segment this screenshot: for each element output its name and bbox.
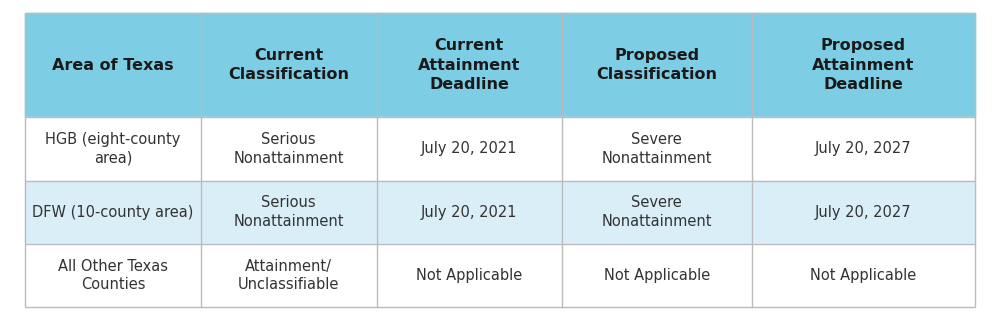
Text: Serious
Nonattainment: Serious Nonattainment [233,132,344,166]
Text: July 20, 2027: July 20, 2027 [815,141,912,156]
Text: July 20, 2021: July 20, 2021 [421,205,517,220]
Text: Severe
Nonattainment: Severe Nonattainment [602,132,712,166]
Text: HGB (eight-county
area): HGB (eight-county area) [45,132,181,166]
Bar [25,244,975,307]
Text: Proposed
Classification: Proposed Classification [596,48,717,82]
Text: Severe
Nonattainment: Severe Nonattainment [602,196,712,229]
Bar [25,180,975,244]
Text: July 20, 2027: July 20, 2027 [815,205,912,220]
Text: Serious
Nonattainment: Serious Nonattainment [233,196,344,229]
Text: Attainment/
Unclassifiable: Attainment/ Unclassifiable [238,259,339,292]
Text: Not Applicable: Not Applicable [416,268,522,283]
Text: Proposed
Attainment
Deadline: Proposed Attainment Deadline [812,38,915,92]
Bar [25,117,975,180]
Text: All Other Texas
Counties: All Other Texas Counties [58,259,168,292]
Text: Area of Texas: Area of Texas [52,58,174,73]
Text: DFW (10-county area): DFW (10-county area) [32,205,194,220]
Text: Not Applicable: Not Applicable [604,268,710,283]
Text: July 20, 2021: July 20, 2021 [421,141,517,156]
Text: Not Applicable: Not Applicable [810,268,916,283]
Text: Current
Classification: Current Classification [228,48,349,82]
Bar [25,13,975,117]
Text: Current
Attainment
Deadline: Current Attainment Deadline [418,38,520,92]
